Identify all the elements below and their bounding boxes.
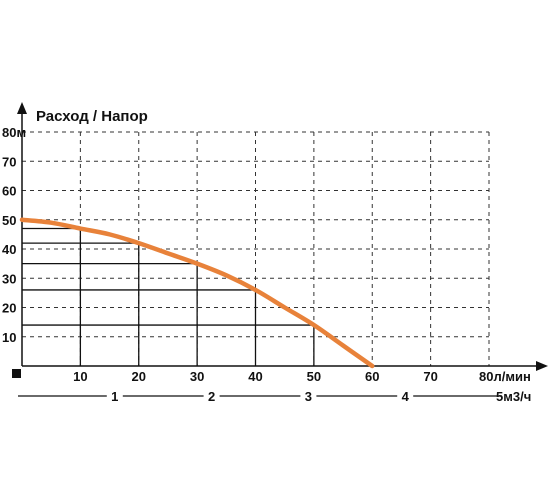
secondary-label-mask: [300, 387, 317, 404]
reference-lines: [22, 227, 315, 366]
secondary-tick-label-2: 2: [208, 389, 215, 404]
y-tick-label-80: 80м: [2, 125, 26, 140]
x-tick-label-70: 70: [423, 369, 437, 384]
y-tick-label-30: 30: [2, 271, 16, 286]
chart-title: Расход / Напор: [36, 108, 148, 125]
x-axis-arrow-icon: [536, 361, 548, 371]
y-tick-label-40: 40: [2, 242, 16, 257]
secondary-label-mask: [397, 387, 414, 404]
y-tick-label-10: 10: [2, 330, 16, 345]
x-tick-label-20: 20: [132, 369, 146, 384]
secondary-tick-label-5: 5м3/ч: [496, 389, 531, 404]
curve-layer: [19, 217, 375, 369]
x-tick-label-40: 40: [248, 369, 262, 384]
secondary-tick-label-3: 3: [305, 389, 312, 404]
y-tick-label-20: 20: [2, 301, 16, 316]
y-tick-label-70: 70: [2, 154, 16, 169]
y-axis-arrow-icon: [17, 102, 27, 114]
performance-curve: [19, 217, 375, 369]
origin-square-icon: [12, 369, 21, 378]
secondary-label-mask: [106, 387, 123, 404]
secondary-tick-label-1: 1: [111, 389, 118, 404]
x-tick-label-50: 50: [307, 369, 321, 384]
secondary-tick-label-4: 4: [402, 389, 410, 404]
secondary-label-mask: [203, 387, 220, 404]
y-tick-label-50: 50: [2, 213, 16, 228]
axes: [12, 102, 548, 400]
x-tick-label-10: 10: [73, 369, 87, 384]
labels: Расход / Напор 10 20 30 40 50 60 70 80м 10 20 30 40…: [2, 108, 531, 404]
x-tick-label-30: 30: [190, 369, 204, 384]
x-tick-label-80: 80л/мин: [479, 369, 531, 384]
x-tick-label-60: 60: [365, 369, 379, 384]
y-tick-label-60: 60: [2, 184, 16, 199]
